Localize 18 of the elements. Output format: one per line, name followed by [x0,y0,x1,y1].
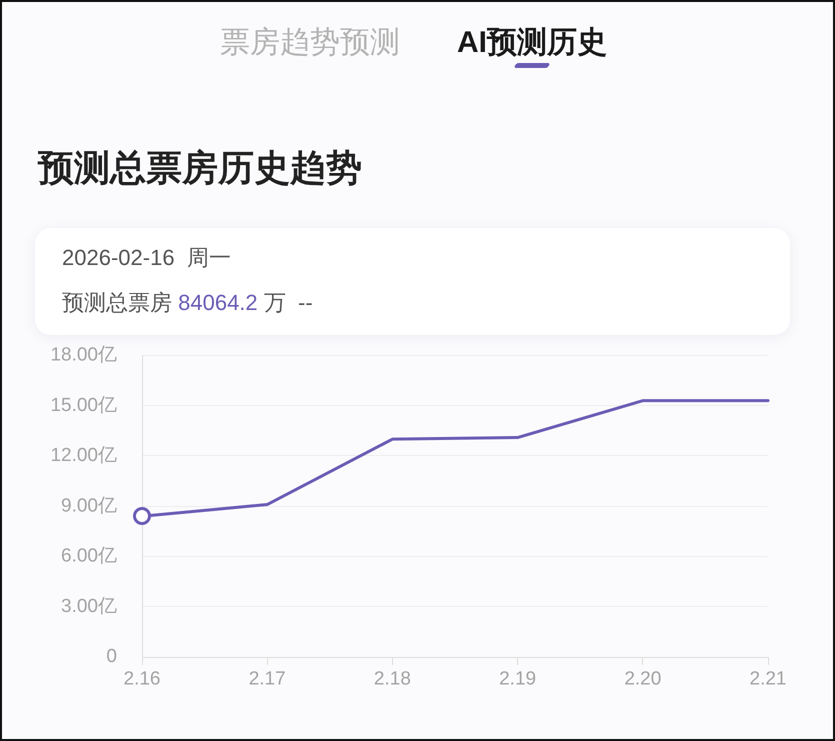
x-tick-label: 2.21 [750,668,786,690]
y-tick-label: 9.00亿 [61,495,117,516]
x-tick-label: 2.18 [374,668,411,690]
text: 2026-02-16 周一 [62,244,231,272]
x-tick-label: 2.20 [624,668,662,690]
y-tick-label: 18.00亿 [50,344,117,366]
y-tick-label: 15.00亿 [50,394,117,416]
y-tick-label: 6.00亿 [61,546,117,567]
x-tick-label: 2.19 [499,668,536,690]
y-tick-label: 12.00亿 [50,445,117,466]
x-tick-label: 2.17 [248,668,286,690]
text: 预测总票房 84064.2 万 -- [62,289,313,317]
text: 票房趋势预测 [220,25,400,61]
x-tick-label: 2.16 [124,668,160,690]
chart-title: 预测总票房历史趋势 [38,146,362,190]
text: AI预测历史 [457,25,607,61]
y-tick-label: 3.00亿 [61,596,117,617]
y-tick-label: 0 [106,646,117,668]
